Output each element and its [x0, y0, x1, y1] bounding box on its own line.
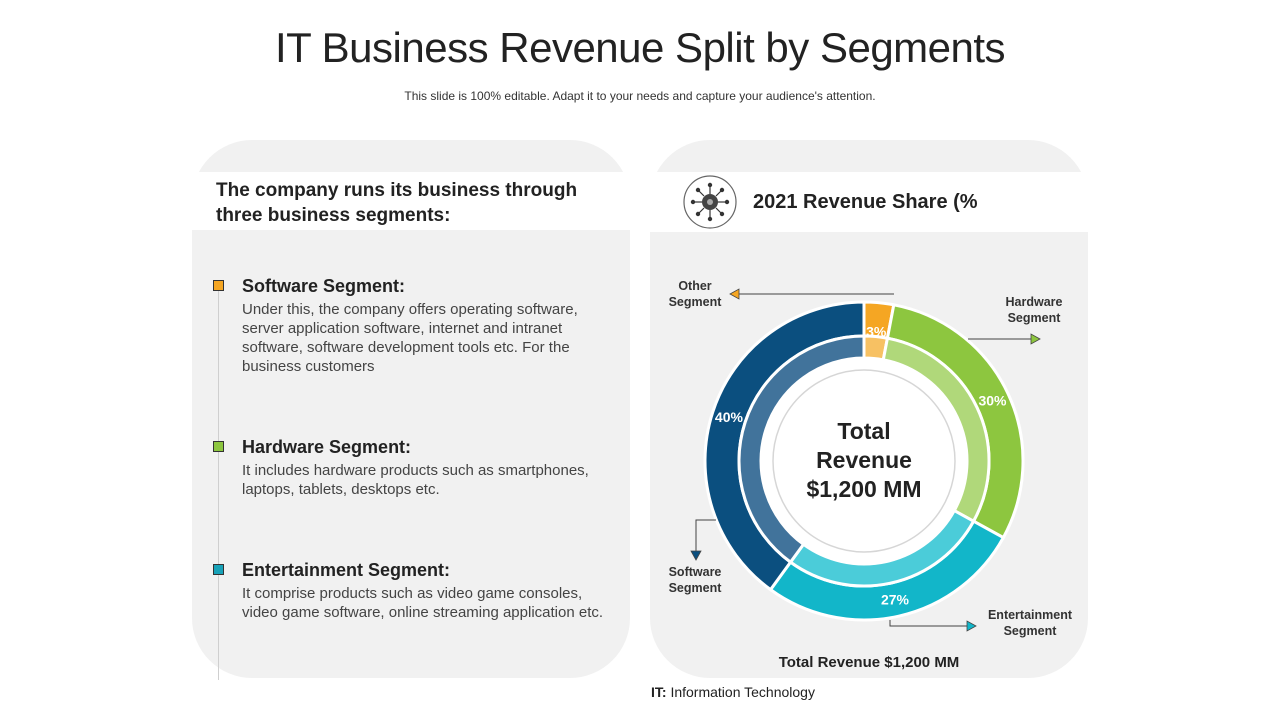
- center-label-line: $1,200 MM: [806, 476, 921, 502]
- revenue-chart-card: 2021 Revenue Share (% 3% 30% 27% 40% Total Re…: [650, 140, 1088, 678]
- slide-title: IT Business Revenue Split by Segments: [274, 24, 1006, 71]
- segment-title: Software Segment:: [242, 276, 406, 296]
- note-text: Information Technology: [670, 684, 815, 700]
- abbreviation-note: IT: Information Technology: [651, 684, 815, 700]
- data-label-hardware: 30%: [978, 393, 1007, 409]
- segment-description: It includes hardware products such as sm…: [242, 462, 589, 498]
- category-label-hardware: Segment: [1008, 311, 1062, 325]
- note-abbr: IT:: [651, 684, 667, 700]
- category-label-other: Other: [678, 279, 711, 293]
- leader-line-software: [695, 519, 716, 554]
- segments-heading: The company runs its business through th…: [216, 180, 578, 226]
- leader-line-entertainment: [889, 620, 970, 627]
- chart-title: 2021 Revenue Share (%: [753, 191, 978, 213]
- data-label-other: 3%: [866, 324, 887, 340]
- segments-divider-line: [218, 290, 219, 680]
- software-marker-icon: [213, 280, 224, 291]
- leader-arrow-other: [729, 288, 740, 300]
- entertainment-marker-icon: [213, 564, 224, 575]
- slide-subtitle: This slide is 100% editable. Adapt it to…: [404, 89, 876, 103]
- donut-inner-ring: [772, 369, 956, 553]
- center-label-line: Revenue: [816, 447, 912, 473]
- category-label-entertainment: Entertainment: [988, 608, 1073, 622]
- segment-title: Hardware Segment:: [242, 437, 412, 457]
- leader-arrow-software: [690, 550, 702, 561]
- segment-description: Under this, the company offers operating…: [242, 301, 578, 375]
- center-label-line: Total: [837, 418, 890, 444]
- segment-description: It comprise products such as video game …: [242, 585, 604, 621]
- category-label-software: Software: [669, 565, 722, 579]
- chart-footer-total: Total Revenue $1,200 MM: [778, 654, 960, 671]
- segments-card-header: [192, 172, 630, 230]
- hardware-marker-icon: [213, 441, 224, 452]
- leader-arrow-hardware: [1030, 333, 1041, 345]
- network-icon: [683, 175, 737, 229]
- segment-title: Entertainment Segment:: [242, 560, 451, 580]
- slice-inner-software: [737, 334, 866, 565]
- leader-arrow-entertainment: [966, 620, 977, 632]
- category-label-other: Segment: [669, 295, 723, 309]
- category-label-software: Segment: [669, 581, 723, 595]
- data-label-entertainment: 27%: [881, 592, 910, 608]
- category-label-hardware: Hardware: [1006, 295, 1063, 309]
- revenue-donut-chart: 3% 30% 27% 40% Total Revenue $1,200 MM Other Seg…: [669, 279, 1073, 638]
- data-label-software: 40%: [715, 409, 744, 425]
- category-label-entertainment: Segment: [1004, 624, 1058, 638]
- segments-card: The company runs its business through th…: [192, 140, 630, 680]
